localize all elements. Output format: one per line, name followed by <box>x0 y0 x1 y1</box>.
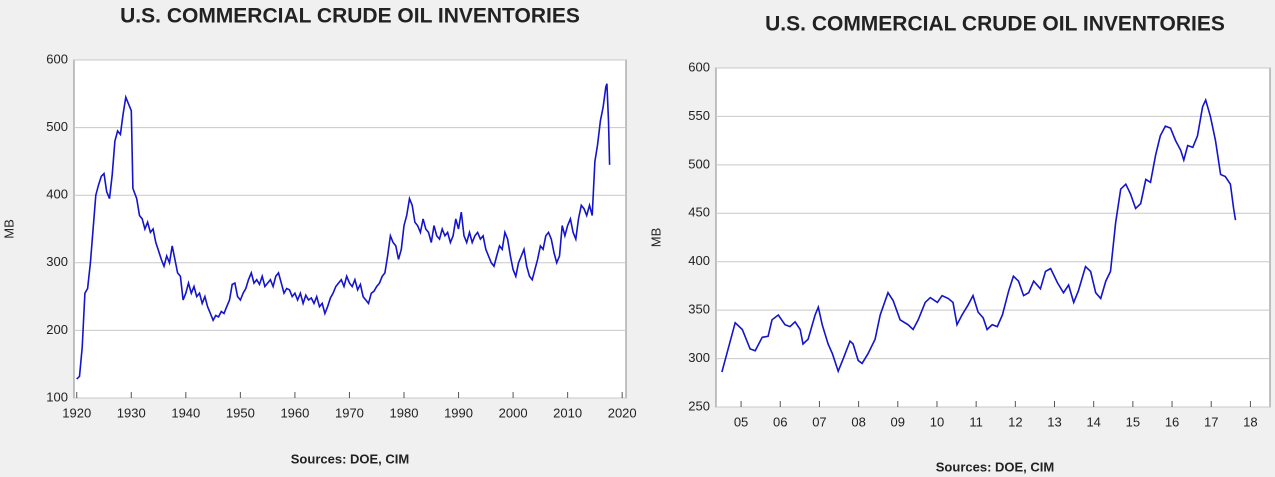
x-tick-label: 17 <box>1204 414 1218 429</box>
y-tick-label: 600 <box>688 59 710 74</box>
data-line <box>721 97 1237 374</box>
x-tick-label: 1990 <box>444 405 473 420</box>
y-tick-label: 500 <box>688 156 710 171</box>
x-tick-label: 10 <box>930 414 944 429</box>
x-tick-label: 11 <box>969 414 983 429</box>
x-tick-label: 1960 <box>280 405 309 420</box>
y-axis-label: MB <box>1 219 16 239</box>
y-tick-label: 100 <box>46 389 68 404</box>
y-axis-label: MB <box>648 228 663 248</box>
x-tick-label: 12 <box>1008 414 1022 429</box>
y-tick-label: 500 <box>46 119 68 134</box>
source-note: Sources: DOE, CIM <box>291 451 409 466</box>
x-tick-label: 18 <box>1243 414 1257 429</box>
y-tick-label: 350 <box>688 302 710 317</box>
x-tick-label: 15 <box>1126 414 1140 429</box>
y-tick-label: 200 <box>46 322 68 337</box>
x-tick-label: 1920 <box>62 405 91 420</box>
y-tick-label: 400 <box>688 253 710 268</box>
x-tick-label: 1950 <box>226 405 255 420</box>
plot-area <box>715 67 1271 408</box>
y-tick-label: 300 <box>46 254 68 269</box>
source-note: Sources: DOE, CIM <box>936 459 1054 474</box>
x-tick-label: 13 <box>1047 414 1061 429</box>
y-tick-label: 600 <box>46 51 68 66</box>
x-tick-label: 07 <box>812 414 826 429</box>
x-tick-label: 09 <box>891 414 905 429</box>
data-line <box>76 83 611 380</box>
y-tick-label: 450 <box>688 205 710 220</box>
x-tick-label: 1940 <box>171 405 200 420</box>
x-tick-label: 05 <box>734 414 748 429</box>
y-tick-label: 550 <box>688 108 710 123</box>
x-tick-label: 1930 <box>117 405 146 420</box>
y-tick-label: 300 <box>688 350 710 365</box>
x-tick-label: 2000 <box>499 405 528 420</box>
x-tick-label: 1970 <box>335 405 364 420</box>
chart-title: U.S. COMMERCIAL CRUDE OIL INVENTORIES <box>120 5 580 28</box>
x-tick-label: 1980 <box>390 405 419 420</box>
y-tick-label: 400 <box>46 187 68 202</box>
plot-area <box>73 59 627 399</box>
x-tick-label: 08 <box>851 414 865 429</box>
x-tick-label: 16 <box>1165 414 1179 429</box>
x-tick-label: 2010 <box>553 405 582 420</box>
x-tick-label: 14 <box>1086 414 1100 429</box>
x-tick-label: 06 <box>773 414 787 429</box>
x-tick-label: 2020 <box>608 405 637 420</box>
chart-title: U.S. COMMERCIAL CRUDE OIL INVENTORIES <box>765 13 1225 36</box>
y-tick-label: 250 <box>688 398 710 413</box>
